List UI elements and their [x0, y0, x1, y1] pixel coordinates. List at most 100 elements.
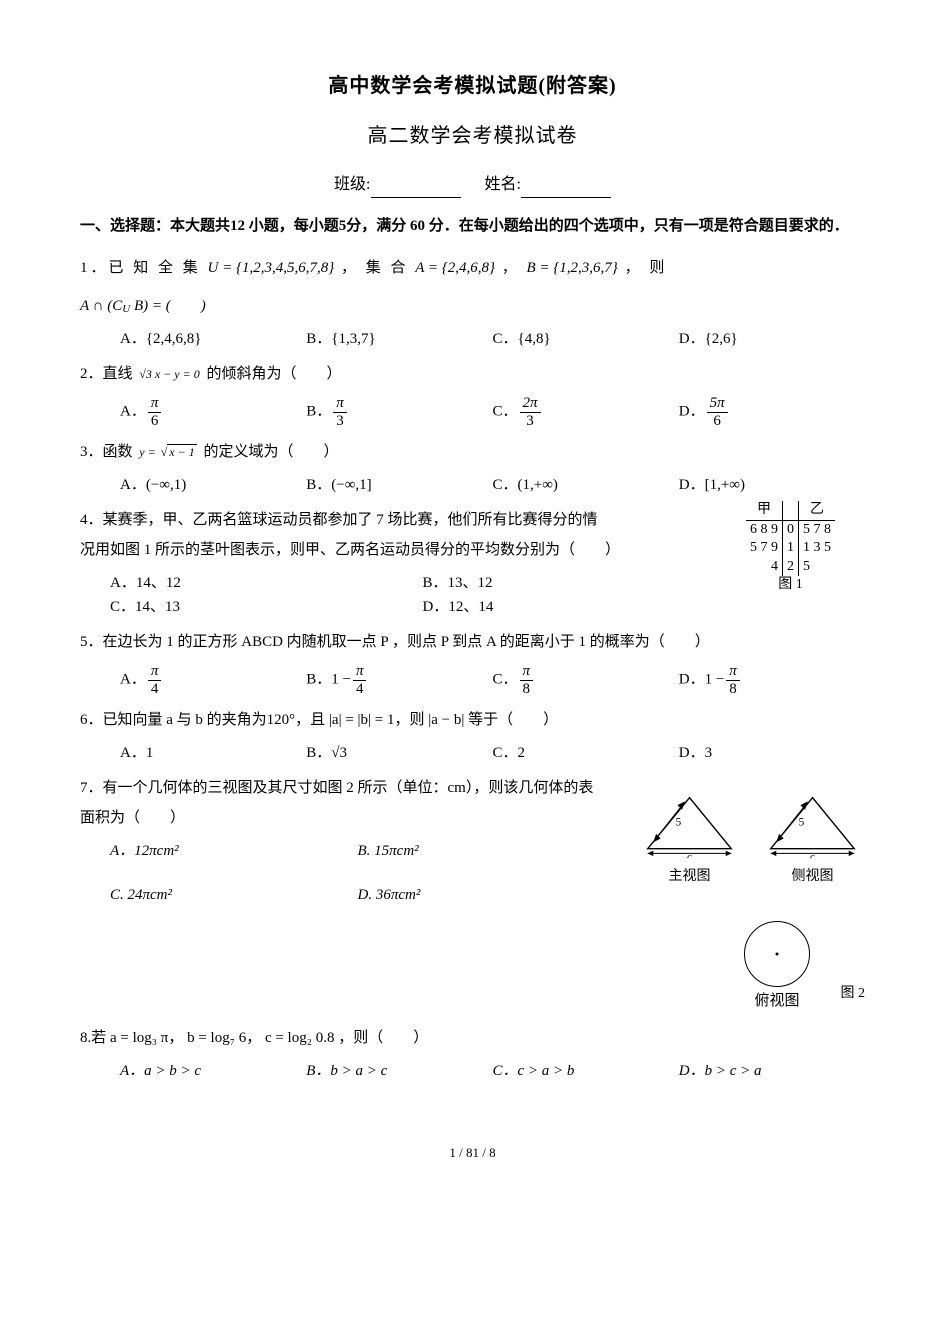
q7-opt-a: A．12πcm² [110, 839, 358, 863]
name-blank [521, 197, 611, 198]
three-views: 6 5 主视图 6 5 侧视图 [637, 793, 865, 889]
q4-line1: 4．某赛季，甲、乙两名篮球运动员都参加了 7 场比赛，他们所有比赛得分的情 [80, 512, 598, 528]
svg-text:6: 6 [810, 854, 816, 858]
front-view-label: 主视图 [637, 866, 742, 888]
student-info: 班级: 姓名: [80, 172, 865, 198]
q6-opt-c: C．2 [493, 741, 679, 765]
question-4-wrap: 甲乙 6 8 905 7 8 5 7 911 3 5 425 图 1 4．某赛季… [80, 505, 865, 619]
top-view-block: 俯视图 [744, 913, 810, 1013]
sl-r2-r: 5 [799, 558, 836, 576]
q5-opt-c: C．π8 [493, 663, 679, 697]
q2-opt-c: C．2π3 [493, 395, 679, 429]
sub-title: 高二数学会考模拟试卷 [80, 120, 865, 152]
q2-opt-a: A．π6 [120, 395, 306, 429]
q1-text-a: 1．已 知 全 集 [80, 260, 208, 276]
q8-text: 8.若 a = log₃ π， b = log₇ 6， c = log₂ 0.8… [80, 1030, 428, 1046]
question-6: 6．已知向量 a 与 b 的夹角为120°，且 |a| = |b| = 1，则 … [80, 705, 865, 735]
triangle-icon: 6 5 [637, 793, 742, 858]
circle-icon [744, 921, 810, 987]
q1-opt-d: D．{2,6} [679, 327, 865, 351]
q5-opt-d: D．1 −π8 [679, 663, 865, 697]
q1-text-b: ， 集 合 [341, 260, 415, 276]
q5-opt-b: B．1 −π4 [306, 663, 492, 697]
question-7-wrap: 7．有一个几何体的三视图及其尺寸如图 2 所示（单位：cm），则该几何体的表面积… [80, 773, 865, 993]
q1-expr-a: A ∩ (C [80, 298, 122, 314]
side-view: 6 5 侧视图 [760, 793, 865, 889]
q1-a: A = {2,4,6,8} [415, 260, 495, 276]
class-blank [371, 197, 461, 198]
q8-options: A．a > b > c B．b > a > c C．c > a > b D．b … [120, 1059, 865, 1083]
sl-caption: 图 1 [746, 576, 835, 594]
sl-head-r: 乙 [799, 501, 836, 521]
q6-options: A．1 B．√3 C．2 D．3 [120, 741, 865, 765]
question-1: 1．已 知 全 集 U = {1,2,3,4,5,6,7,8} ， 集 合 A … [80, 253, 865, 283]
sl-r0-s: 0 [783, 521, 799, 540]
q3-opt-b: B．(−∞,1] [306, 473, 492, 497]
sl-r0-l: 6 8 9 [746, 521, 783, 540]
side-view-label: 侧视图 [760, 866, 865, 888]
q1-text-c: ， [502, 260, 527, 276]
sl-r2-s: 2 [783, 558, 799, 576]
fig2-caption: 图 2 [841, 983, 866, 1005]
section-1-heading: 一、选择题：本大题共12 小题，每小题5分，满分 60 分．在每小题给出的四个选… [80, 214, 865, 240]
q8-opt-a: A．a > b > c [120, 1059, 306, 1083]
q1-b: B = {1,2,3,6,7} [527, 260, 618, 276]
q6-text: 6．已知向量 a 与 b 的夹角为120°，且 |a| = |b| = 1，则 … [80, 712, 558, 728]
q3-opt-c: C．(1,+∞) [493, 473, 679, 497]
q4-line2: 况用如图 1 所示的茎叶图表示，则甲、乙两名运动员得分的平均数分别为（ ） [80, 542, 620, 558]
q8-opt-d: D．b > c > a [679, 1059, 865, 1083]
question-2: 2．直线 √3 x − y = 0 的倾斜角为（ ） [80, 359, 865, 389]
q7-text: 7．有一个几何体的三视图及其尺寸如图 2 所示（单位：cm），则该几何体的表面积… [80, 780, 593, 826]
stem-leaf-plot: 甲乙 6 8 905 7 8 5 7 911 3 5 425 图 1 [746, 501, 835, 594]
q4-opt-b: B．13、12 [423, 571, 736, 595]
q3-options: A．(−∞,1) B．(−∞,1] C．(1,+∞) D．[1,+∞) [120, 473, 865, 497]
slant-label: 5 [676, 817, 682, 829]
sl-r1-r: 1 3 5 [799, 539, 836, 557]
q3-eq-rad: x − 1 [167, 444, 196, 459]
page-number: 1 / 81 / 8 [80, 1143, 865, 1164]
q6-opt-d: D．3 [679, 741, 865, 765]
q2-opt-d: D．5π6 [679, 395, 865, 429]
q7-opt-c: C. 24πcm² [110, 883, 358, 907]
sl-head-l: 甲 [746, 501, 783, 521]
class-label: 班级: [334, 176, 370, 193]
q5-opt-a: A．π4 [120, 663, 306, 697]
question-8: 8.若 a = log₃ π， b = log₇ 6， c = log₂ 0.8… [80, 1023, 865, 1053]
q2-eq: √3 x − y = 0 [139, 367, 199, 381]
q8-opt-c: C．c > a > b [493, 1059, 679, 1083]
main-title: 高中数学会考模拟试题(附答案) [80, 70, 865, 102]
q8-opt-b: B．b > a > c [306, 1059, 492, 1083]
q1-options: A．{2,4,6,8} B．{1,3,7} C．{4,8} D．{2,6} [120, 327, 865, 351]
q6-opt-b: B．√3 [306, 741, 492, 765]
q6-opt-a: A．1 [120, 741, 306, 765]
q4-opt-c: C．14、13 [110, 595, 423, 619]
question-5: 5．在边长为 1 的正方形 ABCD 内随机取一点 P ，则点 P 到点 A 的… [80, 627, 865, 657]
base-label: 6 [687, 854, 693, 858]
q2-opt-b: B．π3 [306, 395, 492, 429]
q5-options: A．π4 B．1 −π4 C．π8 D．1 −π8 [120, 663, 865, 697]
q4-opt-d: D．12、14 [423, 595, 736, 619]
sl-r1-s: 1 [783, 539, 799, 557]
question-3: 3．函数 y = x − 1 的定义域为（ ） [80, 437, 865, 467]
q3-opt-a: A．(−∞,1) [120, 473, 306, 497]
q2-text: 2．直线 [80, 366, 133, 382]
sl-r0-r: 5 7 8 [799, 521, 836, 540]
sl-r2-l: 4 [746, 558, 783, 576]
q1-opt-b: B．{1,3,7} [306, 327, 492, 351]
q7-opt-d: D. 36πcm² [358, 883, 606, 907]
name-label: 姓名: [485, 176, 521, 193]
q2-options: A．π6 B．π3 C．2π3 D．5π6 [120, 395, 865, 429]
q1-u: U = {1,2,3,4,5,6,7,8} [208, 260, 335, 276]
triangle-icon-2: 6 5 [760, 793, 865, 858]
front-view: 6 5 主视图 [637, 793, 742, 889]
q1-text-d: ， 则 [625, 260, 668, 276]
q1-expr: A ∩ (CU B) = ( ) [80, 291, 865, 321]
q3-text2: 的定义域为（ ） [203, 444, 338, 460]
q1-expr-b: B) = ( ) [130, 298, 206, 314]
top-view-label: 俯视图 [744, 989, 810, 1013]
q2-text2: 的倾斜角为（ ） [206, 366, 341, 382]
q1-opt-c: C．{4,8} [493, 327, 679, 351]
q3-opt-d: D．[1,+∞) [679, 473, 865, 497]
q7-opt-b: B. 15πcm² [358, 839, 606, 863]
q1-opt-a: A．{2,4,6,8} [120, 327, 306, 351]
